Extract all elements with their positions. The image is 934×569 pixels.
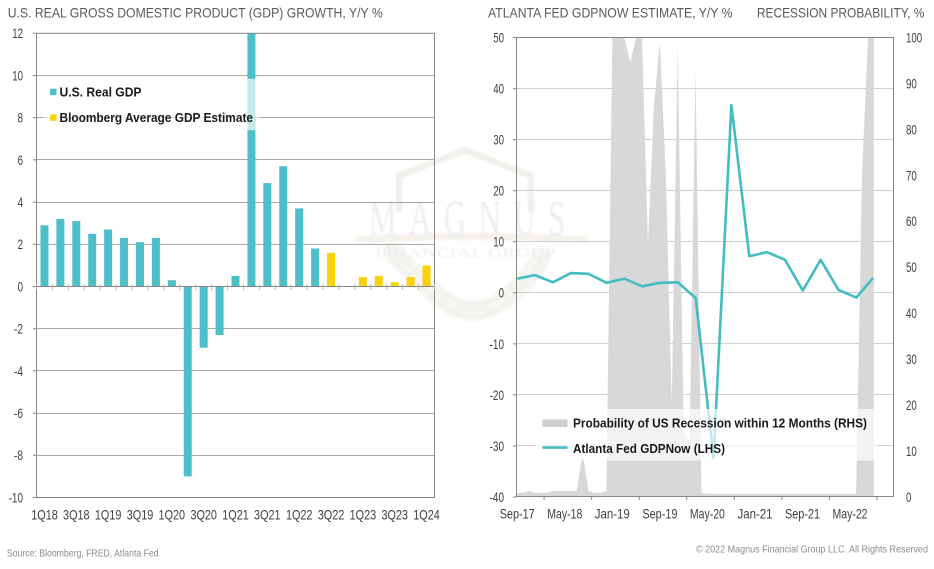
svg-text:100: 100 — [906, 29, 922, 45]
svg-text:1Q21: 1Q21 — [222, 507, 249, 523]
svg-text:40: 40 — [906, 305, 917, 321]
svg-text:ATLANTA FED GDPNOW ESTIMATE, Y: ATLANTA FED GDPNOW ESTIMATE, Y/Y % — [488, 5, 733, 21]
svg-text:1Q23: 1Q23 — [350, 507, 377, 523]
svg-text:3Q23: 3Q23 — [381, 507, 408, 523]
svg-text:-30: -30 — [490, 438, 505, 454]
svg-text:Jan-21: Jan-21 — [738, 506, 773, 522]
svg-text:-8: -8 — [14, 447, 23, 463]
svg-text:Sep-17: Sep-17 — [500, 506, 535, 522]
svg-text:4: 4 — [18, 194, 24, 210]
svg-text:U.S. Real GDP: U.S. Real GDP — [60, 84, 142, 99]
svg-text:-2: -2 — [14, 321, 23, 337]
svg-text:50: 50 — [493, 29, 504, 45]
svg-text:0: 0 — [906, 489, 912, 505]
svg-text:May-22: May-22 — [833, 506, 868, 522]
svg-text:50: 50 — [906, 259, 917, 275]
svg-text:1Q20: 1Q20 — [159, 507, 186, 523]
svg-text:© 2022 Magnus Financial Group: © 2022 Magnus Financial Group LLC. All R… — [696, 543, 928, 555]
svg-text:-10: -10 — [9, 489, 24, 505]
svg-text:20: 20 — [906, 397, 917, 413]
svg-text:1Q22: 1Q22 — [286, 507, 313, 523]
svg-text:-10: -10 — [490, 336, 505, 352]
svg-text:20: 20 — [493, 183, 504, 199]
svg-text:70: 70 — [906, 167, 917, 183]
svg-text:Source: Bloomberg, FRED, Atlan: Source: Bloomberg, FRED, Atlanta Fed — [7, 548, 159, 560]
svg-text:May-20: May-20 — [690, 506, 725, 522]
svg-text:10: 10 — [906, 443, 917, 459]
svg-text:6: 6 — [18, 152, 24, 168]
svg-text:3Q22: 3Q22 — [318, 507, 345, 523]
svg-text:-6: -6 — [14, 405, 23, 421]
svg-text:30: 30 — [906, 351, 917, 367]
svg-text:May-18: May-18 — [547, 506, 582, 522]
svg-text:-20: -20 — [490, 387, 505, 403]
svg-text:12: 12 — [12, 25, 23, 41]
svg-text:90: 90 — [906, 75, 917, 91]
svg-text:1Q24: 1Q24 — [413, 507, 440, 523]
svg-text:Sep-19: Sep-19 — [642, 506, 677, 522]
svg-text:60: 60 — [906, 213, 917, 229]
svg-text:U.S. REAL GROSS DOMESTIC PRODU: U.S. REAL GROSS DOMESTIC PRODUCT (GDP) G… — [8, 5, 383, 21]
svg-text:Sep-21: Sep-21 — [785, 506, 820, 522]
svg-text:2: 2 — [18, 236, 24, 252]
svg-text:-40: -40 — [490, 489, 505, 505]
svg-text:3Q18: 3Q18 — [63, 507, 90, 523]
svg-text:RECESSION PROBABILITY, %: RECESSION PROBABILITY, % — [757, 5, 925, 21]
svg-text:Jan-19: Jan-19 — [595, 506, 630, 522]
svg-text:Bloomberg Average GDP Estimate: Bloomberg Average GDP Estimate — [60, 110, 254, 125]
svg-text:MAGNUS: MAGNUS — [369, 190, 578, 245]
svg-text:1Q18: 1Q18 — [31, 507, 58, 523]
svg-text:Probability of US Recession wi: Probability of US Recession within 12 Mo… — [573, 415, 867, 430]
svg-text:80: 80 — [906, 121, 917, 137]
svg-text:0: 0 — [499, 285, 505, 301]
svg-text:10: 10 — [12, 67, 23, 83]
svg-text:0: 0 — [18, 278, 24, 294]
svg-text:40: 40 — [493, 81, 504, 97]
svg-text:8: 8 — [18, 110, 24, 126]
svg-text:10: 10 — [493, 234, 504, 250]
svg-text:-4: -4 — [14, 363, 23, 379]
svg-text:3Q20: 3Q20 — [190, 507, 217, 523]
svg-text:Atlanta Fed GDPNow (LHS): Atlanta Fed GDPNow (LHS) — [573, 441, 725, 456]
svg-text:1Q19: 1Q19 — [95, 507, 122, 523]
svg-text:3Q21: 3Q21 — [254, 507, 281, 523]
svg-text:FINANCIAL GROUP: FINANCIAL GROUP — [375, 246, 556, 260]
svg-text:3Q19: 3Q19 — [127, 507, 154, 523]
svg-text:30: 30 — [493, 132, 504, 148]
